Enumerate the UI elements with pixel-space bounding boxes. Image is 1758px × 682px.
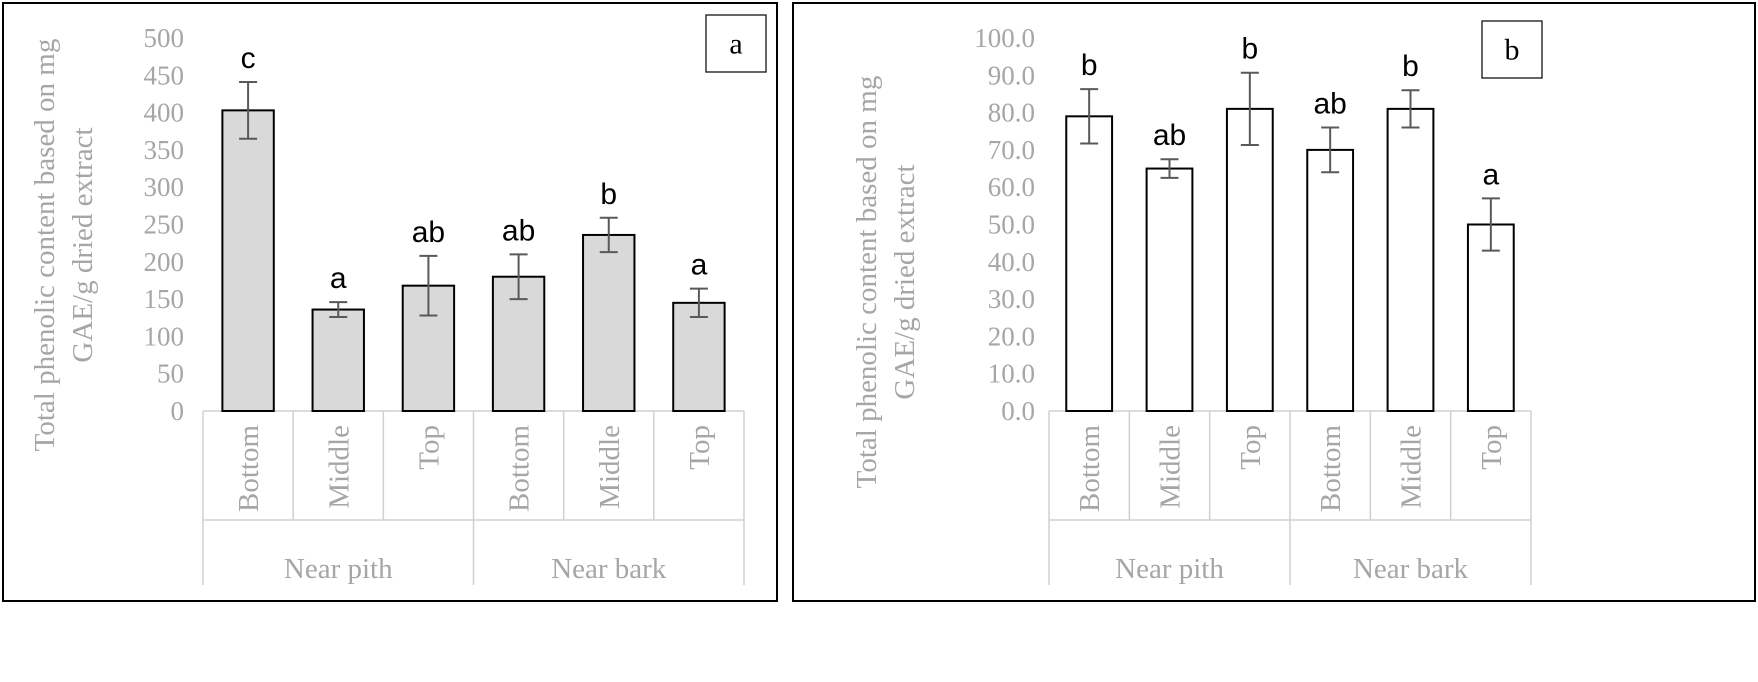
group-label: Near pith: [284, 553, 393, 585]
y-axis-label-line: GAE/g dried extract: [889, 164, 921, 399]
category-label: Top: [1476, 425, 1508, 470]
bar: [221, 109, 275, 412]
bar: [672, 301, 726, 412]
panel-tag-box: [705, 14, 767, 73]
bar: [311, 308, 365, 413]
panel-tag-label: b: [1505, 34, 1520, 67]
y-tick-label: 90.0: [988, 60, 1035, 90]
y-axis-label: Total phenolic content based on mg GAE/g …: [29, 39, 99, 452]
y-tick-label: 50: [157, 359, 184, 389]
significance-label: ab: [412, 216, 445, 249]
significance-label: ab: [502, 214, 535, 247]
y-tick-label: 450: [144, 60, 185, 90]
y-tick-label: 400: [144, 98, 185, 128]
significance-label: b: [600, 178, 617, 211]
bar: [1386, 107, 1435, 413]
panel-tag-box: [1481, 20, 1543, 79]
category-label: Top: [1235, 425, 1267, 470]
y-tick-label: 100: [144, 321, 185, 351]
group-label: Near pith: [1115, 553, 1224, 585]
y-tick-label: 500: [144, 23, 185, 53]
category-label: Middle: [323, 425, 355, 509]
y-tick-label: 10.0: [988, 359, 1035, 389]
y-tick-label: 30.0: [988, 284, 1035, 314]
y-axis-label-line: Total phenolic content based on mg: [851, 76, 883, 489]
y-tick-label: 60.0: [988, 172, 1035, 202]
panel-frame: [2, 2, 778, 602]
significance-label: a: [330, 262, 347, 295]
panel-frame: [792, 2, 1756, 602]
y-tick-label: 0.0: [1001, 396, 1035, 426]
category-label: Bottom: [1315, 425, 1347, 512]
significance-label: b: [1081, 49, 1098, 82]
significance-label: b: [1402, 50, 1419, 83]
bar: [1306, 148, 1355, 412]
category-label: Top: [684, 425, 716, 470]
y-axis-label: Total phenolic content based on mg GAE/g …: [851, 76, 921, 489]
group-label: Near bark: [1353, 553, 1469, 585]
group-label: Near bark: [551, 553, 667, 585]
category-label: Bottom: [1074, 425, 1106, 512]
significance-label: ab: [1153, 119, 1186, 152]
bar: [1466, 223, 1515, 412]
significance-label: c: [241, 42, 256, 75]
y-tick-label: 100.0: [974, 23, 1035, 53]
y-tick-label: 200: [144, 247, 185, 277]
category-label: Middle: [1396, 425, 1428, 509]
y-tick-label: 250: [144, 210, 185, 240]
y-tick-label: 50.0: [988, 210, 1035, 240]
y-tick-label: 350: [144, 135, 185, 165]
y-tick-label: 150: [144, 284, 185, 314]
significance-label: b: [1241, 33, 1258, 66]
category-label: Bottom: [233, 425, 265, 512]
panel-tag-label: a: [729, 28, 742, 61]
bar: [582, 233, 636, 412]
y-tick-label: 70.0: [988, 135, 1035, 165]
y-tick-label: 300: [144, 172, 185, 202]
y-tick-label: 0: [171, 396, 185, 426]
significance-label: a: [691, 249, 708, 282]
category-label: Middle: [1155, 425, 1187, 509]
y-axis-label-line: GAE/g dried extract: [67, 127, 99, 362]
category-label: Top: [413, 425, 445, 470]
category-label: Middle: [594, 425, 626, 509]
significance-label: ab: [1313, 88, 1346, 121]
y-tick-label: 40.0: [988, 247, 1035, 277]
chart-panel-a: 0 50 100 150 200 250 300 350 400 450 500 Total phen…: [2, 2, 778, 602]
bar: [1145, 167, 1194, 412]
category-label: Bottom: [504, 425, 536, 512]
bar: [1225, 107, 1274, 413]
y-tick-label: 80.0: [988, 98, 1035, 128]
chart-panel-b: 0.0 10.0 20.0 30.0 40.0 50.0 60.0 70.0 80.0 90.0 1…: [792, 2, 1756, 602]
y-axis-label-line: Total phenolic content based on mg: [29, 39, 61, 452]
bar: [1065, 115, 1114, 413]
y-tick-label: 20.0: [988, 321, 1035, 351]
significance-label: a: [1482, 158, 1499, 191]
